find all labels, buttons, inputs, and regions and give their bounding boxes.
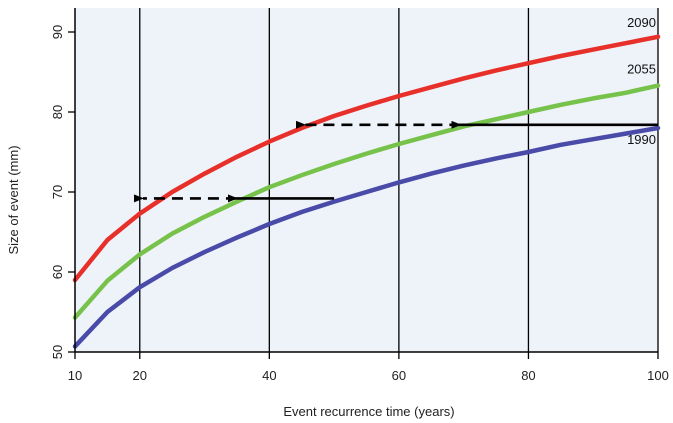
series-label-2055: 2055 bbox=[627, 62, 656, 77]
x-tick-label-80: 80 bbox=[521, 368, 535, 383]
y-tick-label-70: 70 bbox=[50, 185, 65, 199]
plot-background bbox=[75, 8, 658, 352]
series-group bbox=[72, 34, 661, 349]
y-axis-title: Size of event (mm) bbox=[6, 145, 21, 254]
series-labels: 1990 2055 2090 bbox=[627, 15, 656, 147]
y-tick-label-50: 50 bbox=[50, 345, 65, 359]
annotation-arrows bbox=[134, 120, 658, 203]
series-line-2090 bbox=[72, 34, 661, 283]
x-tick-label-40: 40 bbox=[262, 368, 276, 383]
x-tick-label-100: 100 bbox=[647, 368, 669, 383]
series-label-1990: 1990 bbox=[627, 132, 656, 147]
x-tick-label-20: 20 bbox=[133, 368, 147, 383]
y-tick-label-80: 80 bbox=[50, 105, 65, 119]
series-line-2055 bbox=[72, 83, 661, 320]
x-tick-label-10: 10 bbox=[68, 368, 82, 383]
axes: 50 60 70 80 90 10 20 40 60 80 100 bbox=[50, 8, 669, 383]
series-line-1990 bbox=[72, 125, 661, 349]
x-axis-title: Event recurrence time (years) bbox=[283, 404, 454, 419]
y-tick-label-90: 90 bbox=[50, 25, 65, 39]
x-tick-label-60: 60 bbox=[392, 368, 406, 383]
series-label-2090: 2090 bbox=[627, 15, 656, 30]
y-tick-label-60: 60 bbox=[50, 265, 65, 279]
